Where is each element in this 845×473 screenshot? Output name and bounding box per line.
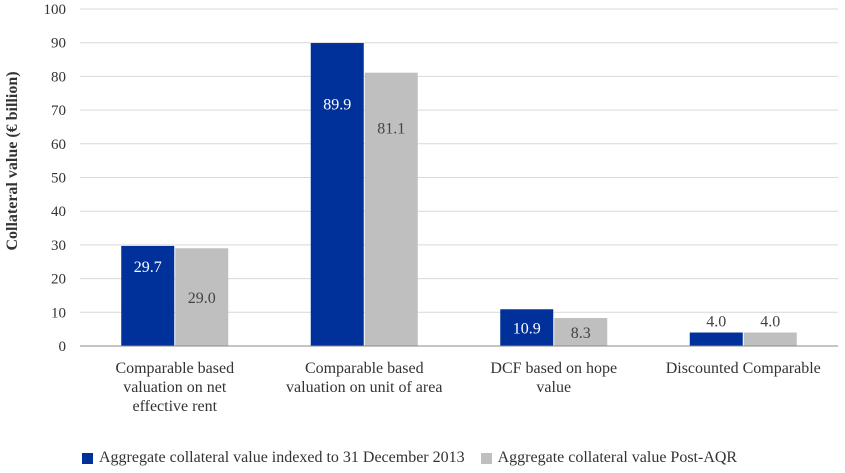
bar-post-aqr <box>364 72 418 347</box>
y-tick-label: 50 <box>51 171 66 187</box>
bar-post-aqr <box>554 318 608 346</box>
y-tick-label: 100 <box>44 2 67 18</box>
y-tick-label: 80 <box>51 69 66 85</box>
y-tick-label: 60 <box>51 137 66 153</box>
category-label: Comparable based <box>115 360 234 377</box>
data-label: 81.1 <box>377 120 405 137</box>
y-tick-label: 0 <box>59 339 67 355</box>
category-label: Comparable based <box>305 360 424 377</box>
legend-item-indexed: Aggregate collateral value indexed to 31… <box>82 449 465 467</box>
legend-label-post-aqr: Aggregate collateral value Post-AQR <box>497 449 738 466</box>
data-label: 89.9 <box>323 97 351 114</box>
y-tick-label: 10 <box>51 305 66 321</box>
data-label: 29.7 <box>134 259 162 276</box>
legend-item-post-aqr: Aggregate collateral value Post-AQR <box>480 449 738 467</box>
legend-swatch-indexed <box>82 452 93 464</box>
category-labels: Comparable based valuation on net effectiv… <box>115 360 820 415</box>
category-label: Discounted Comparable <box>666 360 821 377</box>
category-label: effective rent <box>132 398 217 415</box>
data-label: 4.0 <box>760 314 780 331</box>
data-label: 8.3 <box>571 325 591 342</box>
bar-post-aqr <box>175 248 229 346</box>
y-axis-ticks: 0 10 20 30 40 50 60 70 80 90 100 <box>44 2 67 355</box>
y-axis-label: Collateral value (€ billion) <box>4 71 21 250</box>
category-label: valuation on net <box>123 379 227 396</box>
y-tick-label: 40 <box>51 204 66 220</box>
y-tick-label: 90 <box>51 36 66 52</box>
data-labels: 29.7 29.0 89.9 81.1 10.9 8.3 4.0 4.0 <box>134 97 781 342</box>
bars <box>121 43 797 347</box>
category-label: DCF based on hope <box>490 360 617 377</box>
legend-label-indexed: Aggregate collateral value indexed to 31… <box>99 449 465 466</box>
bar-indexed <box>121 245 175 346</box>
legend: Aggregate collateral value indexed to 31… <box>82 449 737 467</box>
y-tick-label: 30 <box>51 238 66 254</box>
bar-indexed <box>310 43 364 347</box>
y-tick-label: 70 <box>51 103 66 119</box>
data-label: 29.0 <box>188 290 216 307</box>
bar-post-aqr <box>743 332 797 346</box>
legend-swatch-post-aqr <box>480 452 492 464</box>
data-label: 10.9 <box>513 321 541 338</box>
bar-indexed <box>500 309 554 346</box>
category-label: valuation on unit of area <box>286 379 442 396</box>
bar-indexed <box>689 332 743 346</box>
bar-chart: 0 10 20 30 40 50 60 70 80 90 100 29.7 29.0 89.9 81.1 1… <box>4 2 838 415</box>
y-tick-label: 20 <box>51 272 66 288</box>
category-label: value <box>536 379 571 396</box>
data-label: 4.0 <box>706 314 726 331</box>
